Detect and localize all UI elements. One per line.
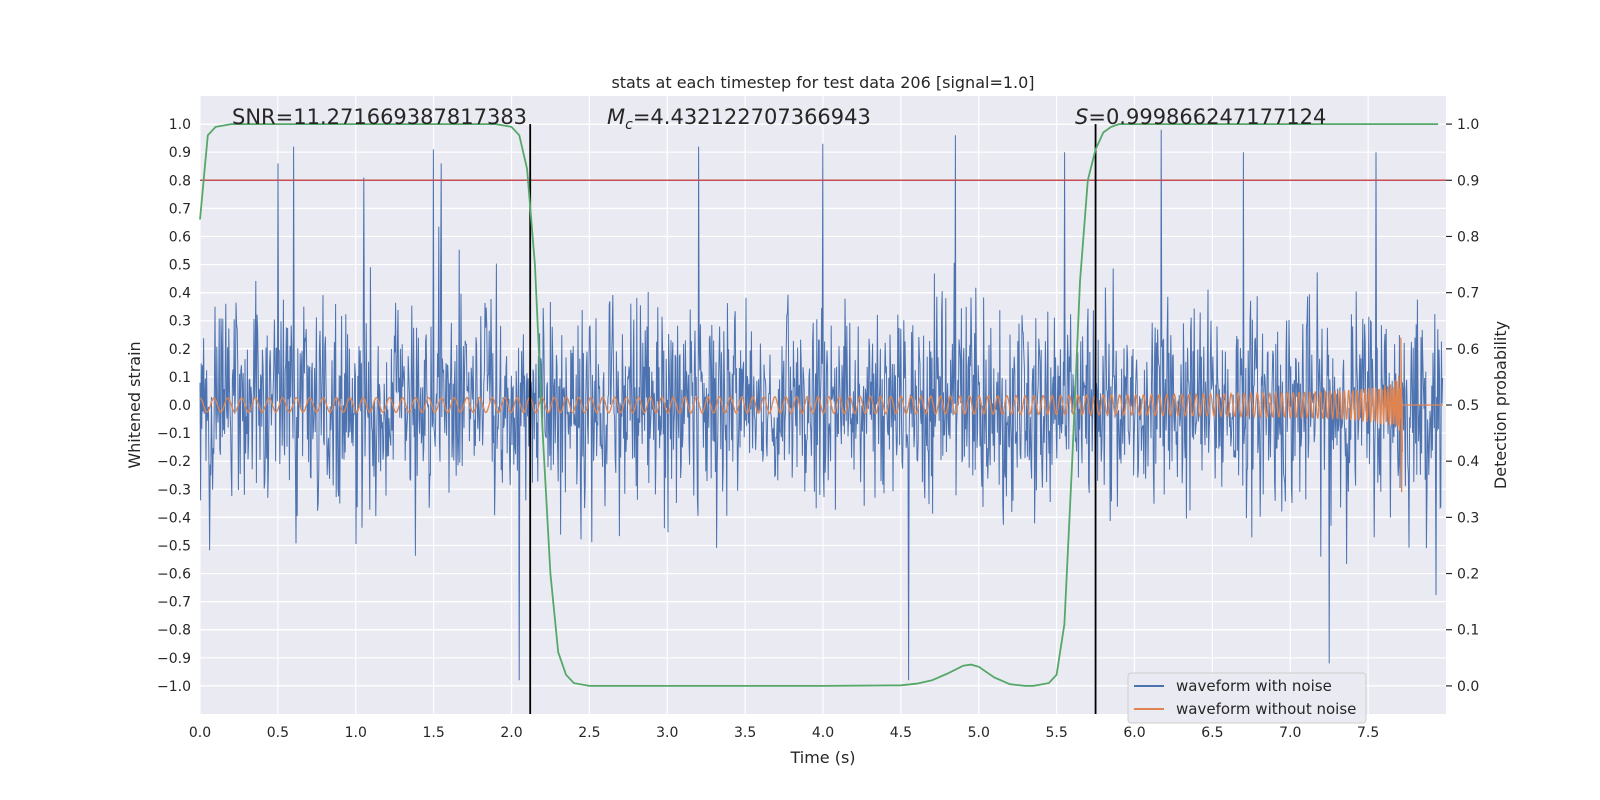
y-right-tick-label: 0.8 [1457,229,1479,245]
y-right-tick-label: 0.6 [1457,342,1479,358]
chirp-series [199,337,1443,493]
y-tick-label: −0.3 [157,482,191,498]
noise-waveform-path [199,129,1444,681]
y-tick-label: 0.3 [169,314,191,330]
y-tick-label: 0.8 [169,173,191,189]
y-right-tick-label: 0.2 [1457,567,1479,583]
y-right-tick-label: 0.0 [1457,679,1479,695]
x-tick-label: 1.0 [345,725,367,741]
y-tick-label: −0.4 [157,510,191,526]
x-tick-label: 0.5 [267,725,289,741]
y-tick-label: 0.7 [169,201,191,217]
y-tick-label: −0.2 [157,454,191,470]
x-tick-label: 2.5 [578,725,600,741]
y-tick-label: 0.5 [169,258,191,274]
x-tick-label: 6.5 [1201,725,1223,741]
mc-value: =4.432122707366943 [633,105,871,129]
y-tick-label: 0.6 [169,229,191,245]
x-tick-label: 7.0 [1279,725,1301,741]
y-tick-label: 0.0 [169,398,191,414]
y-right-tick-label: 0.9 [1457,173,1479,189]
y-tick-label: −0.6 [157,567,191,583]
y-tick-label: −0.9 [157,651,191,667]
y-right-tick-label: 0.4 [1457,454,1479,470]
y-right-tick-label: 1.0 [1457,117,1479,133]
y-tick-label: −0.5 [157,538,191,554]
snr-annotation: SNR=11.271669387817383 [232,105,527,129]
legend: waveform with noise waveform without noi… [1127,672,1367,724]
mc-subscript: c [625,117,633,133]
legend-label-clean: waveform without noise [1176,700,1356,718]
s-symbol: S [1075,105,1088,129]
x-tick-label: 3.5 [734,725,756,741]
x-tick-label: 4.5 [890,725,912,741]
x-tick-label: 3.0 [656,725,678,741]
y-right-tick-label: 0.1 [1457,623,1479,639]
legend-box [1127,672,1367,724]
x-tick-label: 5.5 [1045,725,1067,741]
y-tick-label: 0.4 [169,286,191,302]
mc-symbol: M [607,105,625,129]
x-tick-label: 7.5 [1357,725,1379,741]
clean-waveform-path [199,337,1443,493]
y-tick-label: −1.0 [157,679,191,695]
legend-label-noise: waveform with noise [1176,677,1332,695]
y-tick-label: 0.1 [169,370,191,386]
y-right-tick-label: 0.3 [1457,510,1479,526]
x-tick-label: 4.0 [812,725,834,741]
x-tick-label: 0.0 [189,725,211,741]
mc-annotation: Mc=4.432122707366943 [607,105,871,133]
y-axis-label: Whitened strain [125,341,144,468]
detection-probability-line [199,123,1439,687]
y-right-tick-label: 0.7 [1457,286,1479,302]
x-tick-label: 2.0 [500,725,522,741]
x-axis-label: Time (s) [789,748,855,767]
vlines [529,124,1097,714]
y-tick-label: −0.8 [157,623,191,639]
y-ticks: 1.0 0.9 0.8 0.7 0.6 0.5 0.4 0.3 0.2 0.1 0.0 −0.1 −0.… [157,117,191,695]
y-right-axis-label: Detection probability [1491,321,1510,489]
x-tick-label: 6.0 [1123,725,1145,741]
s-annotation: S=0.999866247177124 [1075,105,1326,129]
chart-title: stats at each timestep for test data 206… [611,73,1034,92]
y-tick-label: −0.7 [157,595,191,611]
x-tick-label: 1.5 [422,725,444,741]
x-tick-label: 5.0 [968,725,990,741]
noise-series [199,129,1444,681]
y-tick-label: −0.1 [157,426,191,442]
x-ticks: 0.0 0.5 1.0 1.5 2.0 2.5 3.0 3.5 4.0 4.5 5.0 5.5 6.0 6… [189,725,1379,741]
y-tick-label: 0.2 [169,342,191,358]
y-tick-label: 1.0 [169,117,191,133]
y-tick-label: 0.9 [169,145,191,161]
y-right-tick-label: 0.5 [1457,398,1479,414]
y-right-ticks: 1.0 0.9 0.8 0.7 0.6 0.5 0.4 0.3 0.2 0.1 0.0 [1446,117,1479,695]
s-value: =0.999866247177124 [1088,105,1326,129]
